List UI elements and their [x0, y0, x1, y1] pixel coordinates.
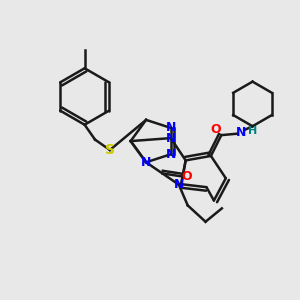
Text: O: O: [182, 170, 192, 183]
Text: N: N: [166, 122, 176, 134]
Text: N: N: [166, 148, 176, 161]
Text: O: O: [211, 123, 221, 136]
Text: N: N: [166, 132, 176, 145]
Text: N: N: [141, 156, 151, 169]
Text: N: N: [236, 126, 246, 139]
Text: N: N: [174, 178, 184, 191]
Text: H: H: [248, 126, 257, 136]
Text: S: S: [105, 143, 115, 157]
